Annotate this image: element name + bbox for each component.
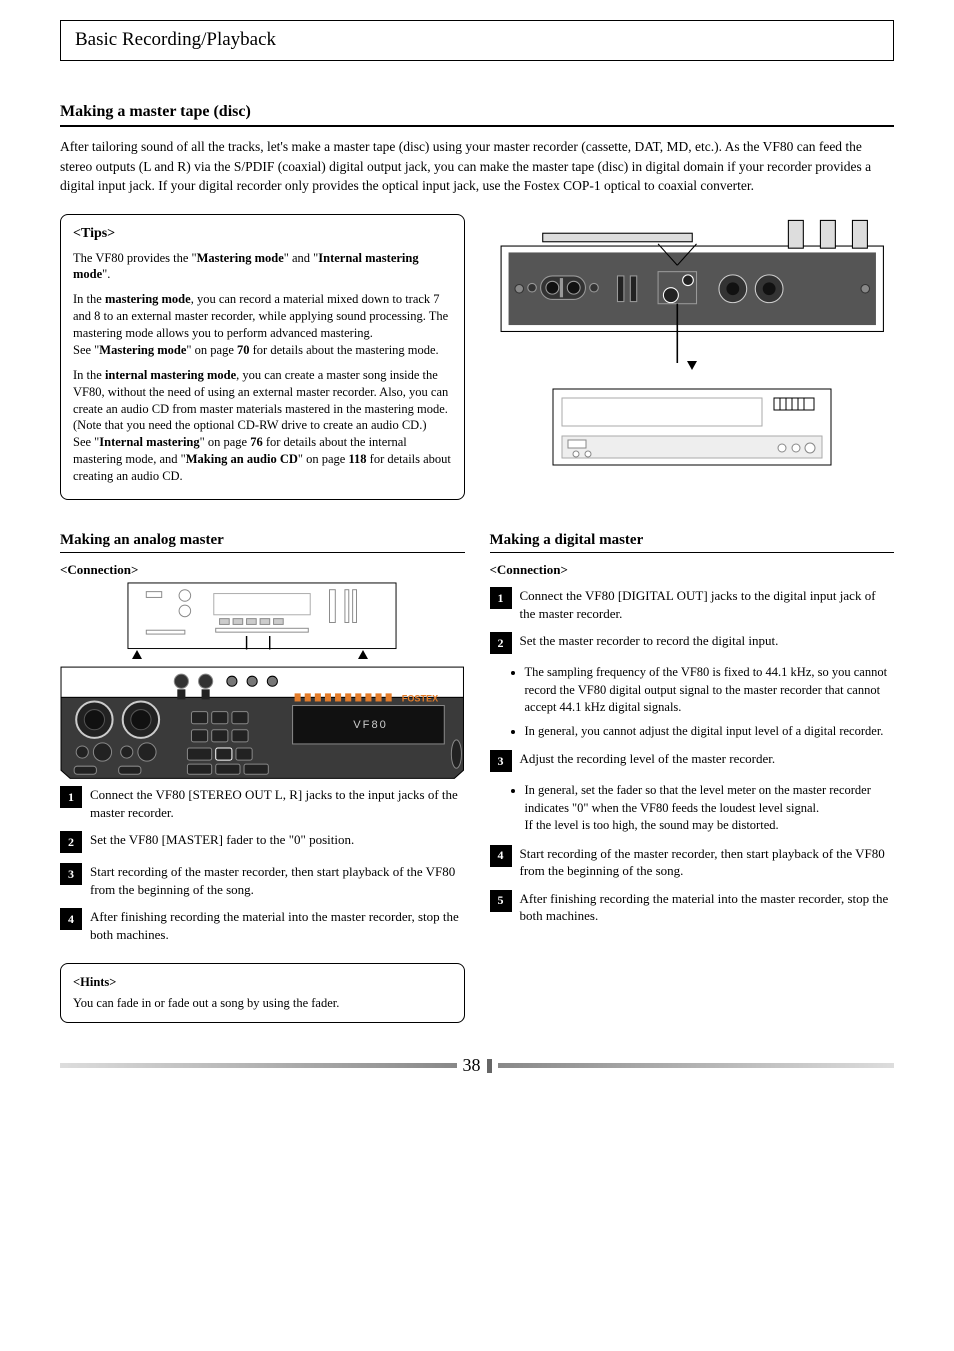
- digital-step-3: 3 Adjust the recording level of the mast…: [490, 750, 895, 772]
- digital-step2-notes: The sampling frequency of the VF80 is fi…: [490, 664, 895, 740]
- page-footer: 38: [60, 1053, 894, 1078]
- section-heading: Making a master tape (disc): [60, 101, 894, 127]
- step-text: Connect the VF80 [DIGITAL OUT] jacks to …: [520, 587, 895, 622]
- step-number: 1: [60, 786, 82, 808]
- arrow-up-icon: [132, 650, 142, 659]
- intro-paragraph: After tailoring sound of all the tracks,…: [60, 137, 894, 196]
- step-text: After finishing recording the material i…: [90, 908, 465, 943]
- step-number: 4: [60, 908, 82, 930]
- step-number: 2: [490, 632, 512, 654]
- analog-connection-block: <Connection>: [60, 561, 465, 780]
- digital-step-4: 4 Start recording of the master recorder…: [490, 845, 895, 880]
- step-number: 5: [490, 890, 512, 912]
- digital-step-1: 1 Connect the VF80 [DIGITAL OUT] jacks t…: [490, 587, 895, 622]
- row-procedures: Making an analog master <Connection>: [60, 530, 894, 1023]
- digital-title: Making a digital master: [490, 530, 895, 553]
- figure-digital-connection: [490, 214, 895, 467]
- tip-p1: The VF80 provides the "Mastering mode" a…: [73, 250, 452, 284]
- step-text: Adjust the recording level of the master…: [520, 750, 895, 768]
- svg-text:VF80: VF80: [353, 718, 388, 730]
- footer-tick-icon: [487, 1059, 492, 1073]
- note-item: The sampling frequency of the VF80 is fi…: [525, 664, 895, 717]
- footer-bar-right: [498, 1063, 895, 1068]
- digital-connection-label: <Connection>: [490, 561, 895, 579]
- analog-step-2: 2 Set the VF80 [MASTER] fader to the "0"…: [60, 831, 465, 853]
- analog-recorder-svg: [127, 582, 397, 650]
- step-number: 3: [490, 750, 512, 772]
- note-item: In general, you cannot adjust the digita…: [525, 723, 895, 741]
- arrow-down-icon: [687, 361, 697, 370]
- analog-connection-label: <Connection>: [60, 561, 465, 579]
- tips-box: <Tips> The VF80 provides the "Mastering …: [60, 214, 465, 500]
- footer-bar-left: [60, 1063, 457, 1068]
- tips-label: <Tips>: [73, 225, 452, 244]
- step-number: 4: [490, 845, 512, 867]
- tip-p2: In the mastering mode, you can record a …: [73, 291, 452, 359]
- step-text: Start recording of the master recorder, …: [520, 845, 895, 880]
- page-title: Basic Recording/Playback: [75, 27, 879, 54]
- right-col-rear-figure: [490, 214, 895, 520]
- digital-recorder-svg: [552, 388, 832, 466]
- analog-step-4: 4 After finishing recording the material…: [60, 908, 465, 943]
- row-tip-and-rear: <Tips> The VF80 provides the "Mastering …: [60, 214, 894, 520]
- step-text: Start recording of the master recorder, …: [90, 863, 465, 898]
- note-item: In general, set the fader so that the le…: [525, 782, 895, 835]
- left-col-tip: <Tips> The VF80 provides the "Mastering …: [60, 214, 465, 520]
- hints-label: <Hints>: [73, 974, 452, 992]
- step-text: After finishing recording the material i…: [520, 890, 895, 925]
- digital-step-5: 5 After finishing recording the material…: [490, 890, 895, 925]
- analog-title: Making an analog master: [60, 530, 465, 553]
- analog-column: Making an analog master <Connection>: [60, 530, 465, 1023]
- analog-hints-box: <Hints> You can fade in or fade out a so…: [60, 963, 465, 1023]
- page-header: Basic Recording/Playback: [60, 20, 894, 61]
- step-number: 3: [60, 863, 82, 885]
- page-number-wrap: 38: [457, 1053, 498, 1078]
- digital-column: Making a digital master <Connection> 1 C…: [490, 530, 895, 1023]
- digital-step-2: 2 Set the master recorder to record the …: [490, 632, 895, 654]
- analog-step-1: 1 Connect the VF80 [STEREO OUT L, R] jac…: [60, 786, 465, 821]
- tip-p3: In the internal mastering mode, you can …: [73, 367, 452, 485]
- page-number: 38: [463, 1053, 481, 1078]
- digital-step3-notes: In general, set the fader so that the le…: [490, 782, 895, 835]
- vf80-front-svg: VF80 FOSTEX: [60, 659, 465, 780]
- step-number: 1: [490, 587, 512, 609]
- arrow-up-icon: [358, 650, 368, 659]
- step-text: Set the VF80 [MASTER] fader to the "0" p…: [90, 831, 465, 849]
- analog-step-3: 3 Start recording of the master recorder…: [60, 863, 465, 898]
- svg-text:FOSTEX: FOSTEX: [402, 693, 438, 703]
- hints-body: You can fade in or fade out a song by us…: [73, 995, 452, 1013]
- step-text: Set the master recorder to record the di…: [520, 632, 895, 650]
- vf80-rear-svg: [500, 214, 885, 364]
- step-number: 2: [60, 831, 82, 853]
- step-text: Connect the VF80 [STEREO OUT L, R] jacks…: [90, 786, 465, 821]
